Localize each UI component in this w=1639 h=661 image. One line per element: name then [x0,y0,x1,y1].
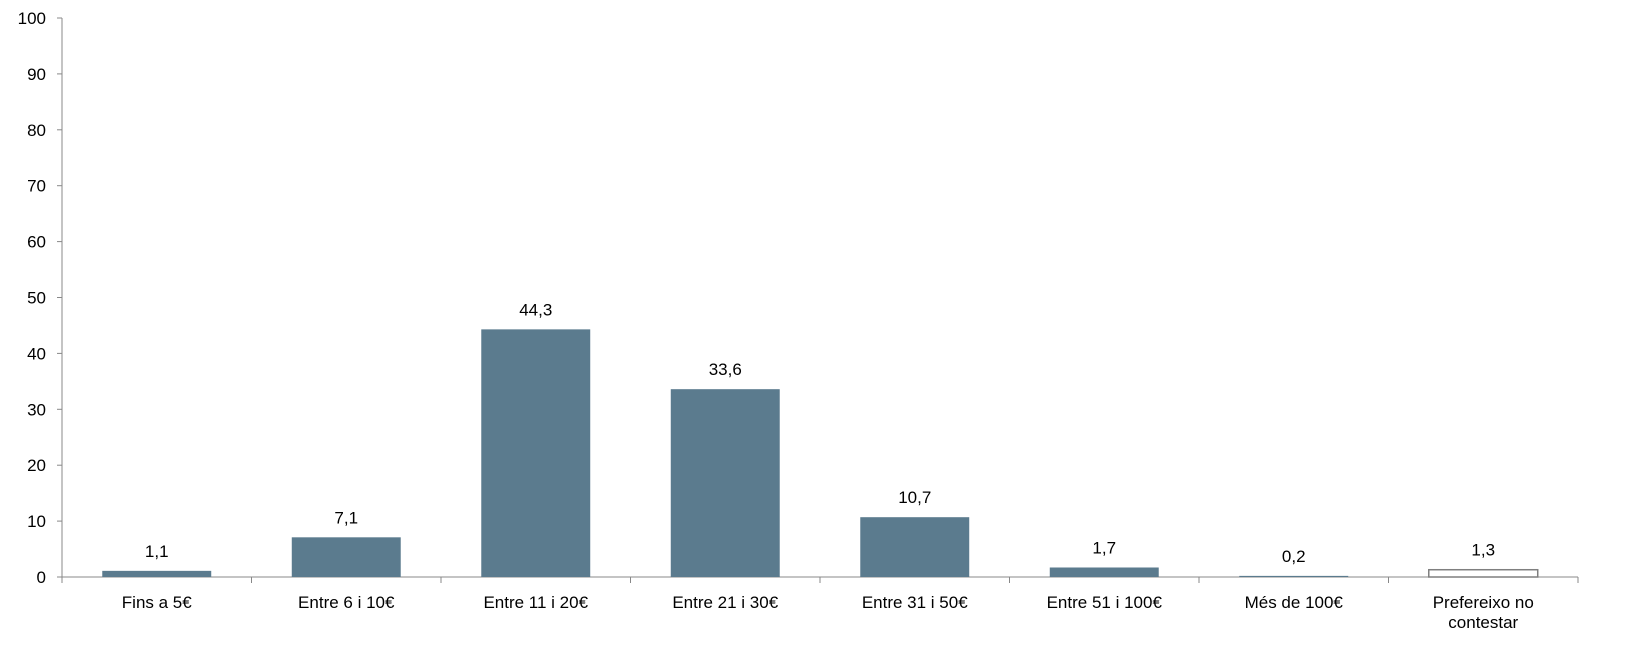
y-tick-label: 10 [27,512,46,531]
y-tick-label: 30 [27,400,46,419]
bar-value-label: 0,2 [1282,547,1306,566]
bar [102,570,212,577]
x-tick-label: Fins a 5€ [122,593,192,612]
y-tick-label: 80 [27,121,46,140]
bar [481,329,591,577]
bar-value-label: 1,7 [1092,538,1116,557]
bars-group [102,329,1539,578]
y-tick-label: 20 [27,456,46,475]
y-tick-label: 50 [27,289,46,308]
bar-value-label: 44,3 [519,300,552,319]
y-tick-label: 90 [27,65,46,84]
y-tick-label: 40 [27,344,46,363]
bar [291,537,401,577]
x-tick-label: Entre 51 i 100€ [1047,593,1163,612]
bar [1049,567,1159,577]
bar-value-label: 33,6 [709,360,742,379]
bar [1428,568,1539,578]
bar-value-label: 1,1 [145,542,169,561]
bar-value-label: 1,3 [1471,541,1495,560]
x-tick-label: contestar [1448,613,1518,632]
x-axis [61,576,1579,583]
bar [1239,575,1349,577]
x-tick-label: Entre 6 i 10€ [298,593,395,612]
bar [670,389,780,577]
y-tick-label: 0 [37,568,46,587]
data-labels-group: 1,1 7,1 44,3 33,6 10,7 1,7 0,2 1,3 [145,300,1495,566]
y-tick-label: 70 [27,177,46,196]
x-tick-label: Entre 31 i 50€ [862,593,968,612]
y-tick-label: 60 [27,233,46,252]
bar [860,517,970,577]
y-tick-label: 100 [18,9,46,28]
x-tick-label: Entre 21 i 30€ [672,593,778,612]
y-axis: 0 10 20 30 40 50 60 70 80 90 100 [18,9,63,587]
x-tick-label: Entre 11 i 20€ [483,593,588,612]
x-tick-label: Prefereixo no [1433,593,1534,612]
bar-value-label: 10,7 [898,488,931,507]
x-tick-label: Més de 100€ [1245,593,1344,612]
x-tick-labels-group: Fins a 5€ Entre 6 i 10€ Entre 11 i 20€ Entr… [122,593,1534,632]
bar-value-label: 7,1 [334,508,358,527]
